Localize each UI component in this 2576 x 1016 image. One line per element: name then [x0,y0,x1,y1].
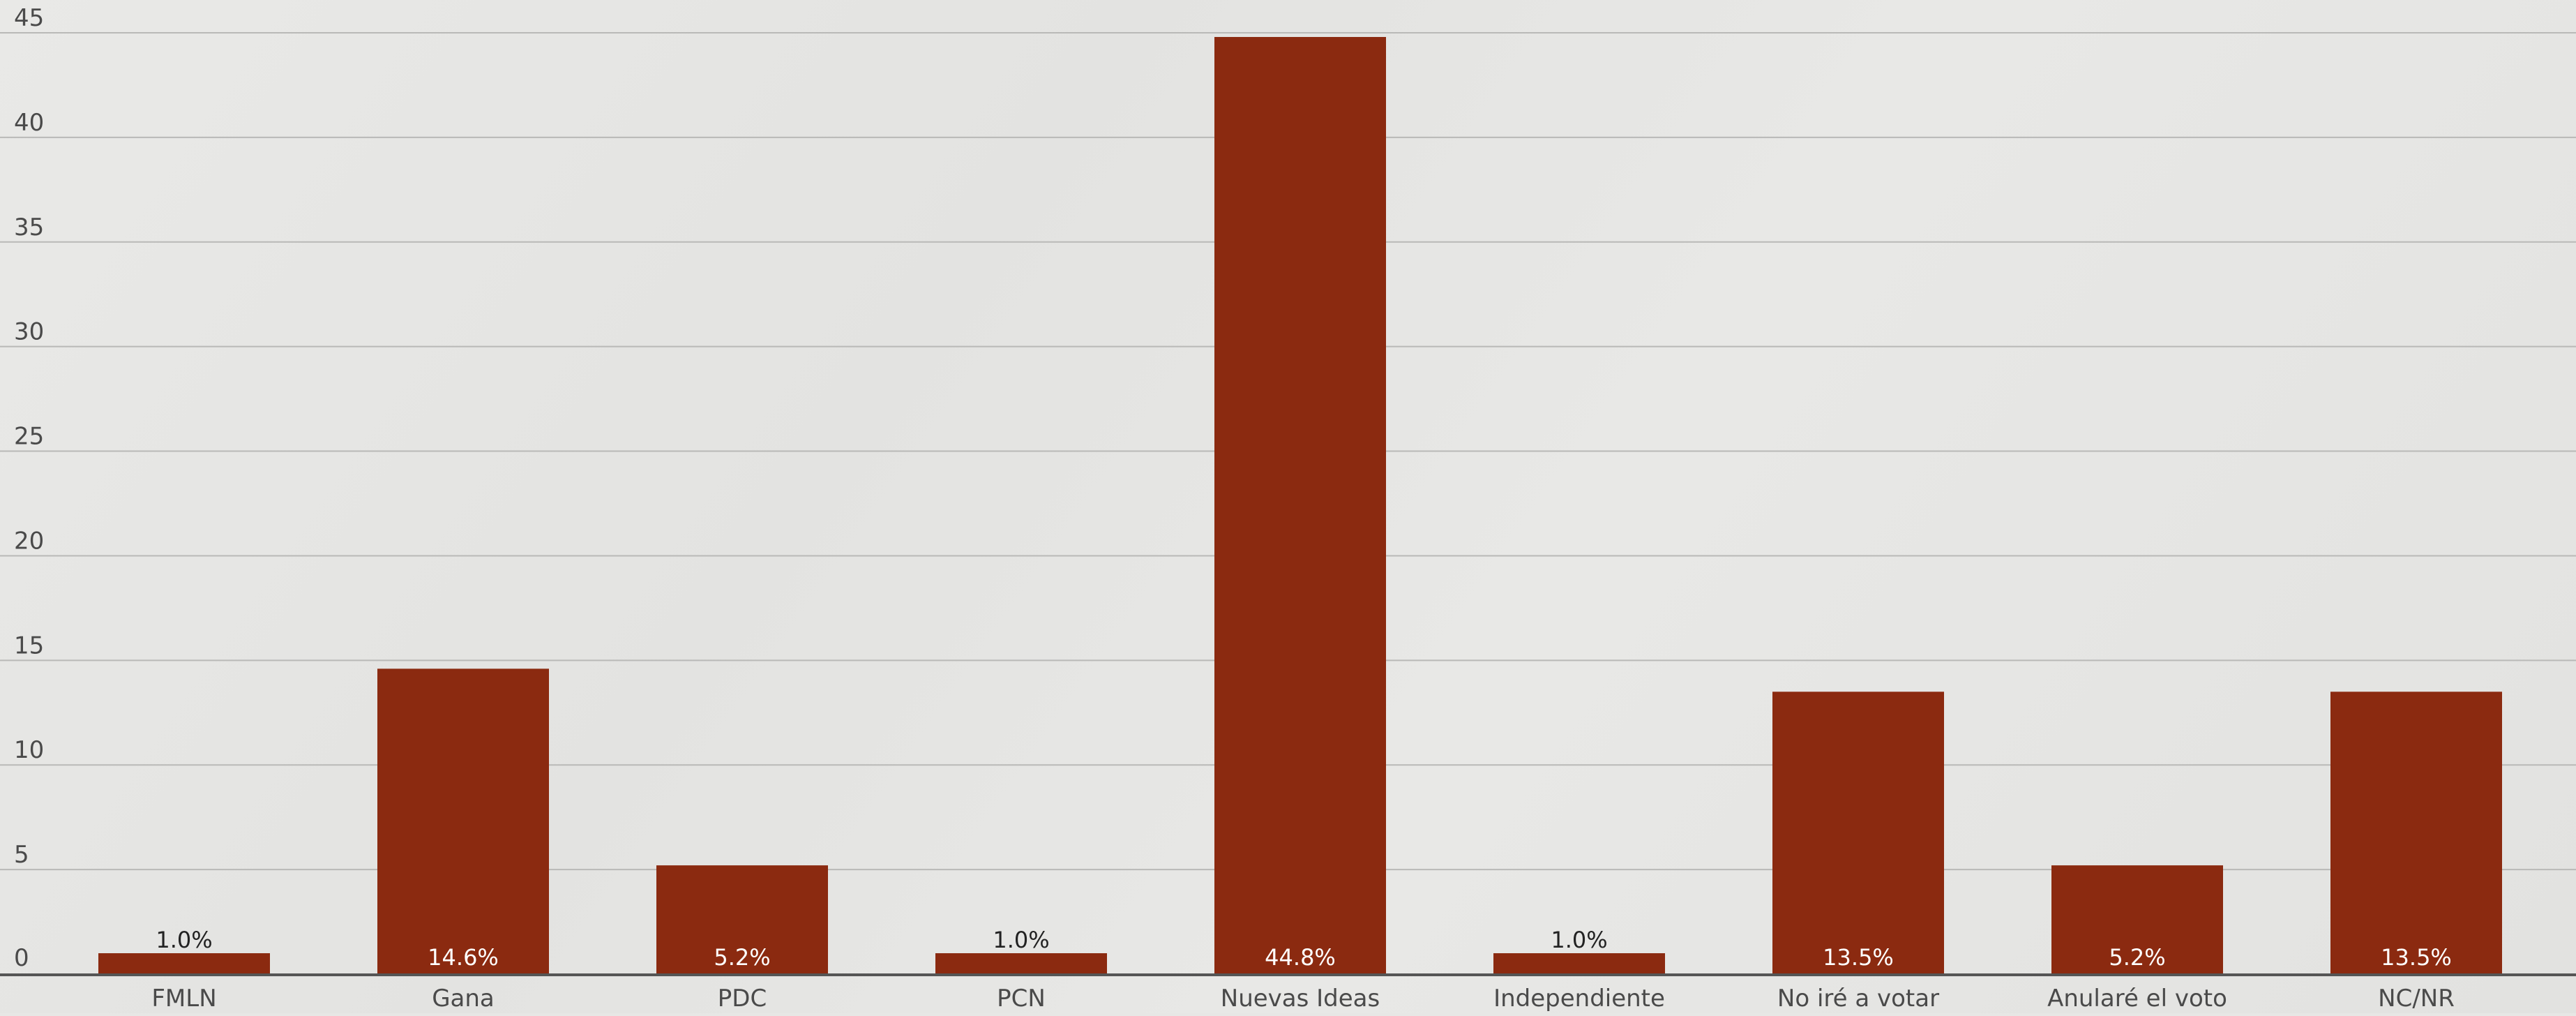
y-tick-label: 35 [14,214,44,241]
x-category-label: Gana [432,985,495,1013]
x-category-label: NC/NR [2378,985,2455,1013]
x-category-label: Anularé el voto [2047,985,2227,1013]
data-label: 13.5% [2381,944,2452,971]
x-axis-categories: FMLN Gana PDC PCN Nuevas Ideas Independiente N… [151,985,2454,1013]
data-label: 5.2% [714,944,770,971]
y-axis-ticks: 0 5 10 15 20 25 30 35 40 45 [14,4,44,972]
y-tick-label: 40 [14,109,44,137]
y-tick-label: 5 [14,841,29,869]
x-category-label: Independiente [1493,985,1665,1013]
x-category-label: PCN [997,985,1046,1013]
bar-gana [377,668,549,974]
y-tick-label: 20 [14,527,44,555]
bar-independiente [1493,953,1665,974]
y-tick-label: 15 [14,632,44,659]
y-tick-label: 25 [14,423,44,451]
data-label: 1.0% [993,927,1049,953]
bar-pdc [656,865,828,974]
x-category-label: PDC [718,985,767,1013]
data-label: 14.6% [428,944,499,971]
x-category-label: Nuevas Ideas [1221,985,1380,1013]
bars [98,36,2502,974]
bar-nc-nr [2330,692,2502,974]
data-label: 1.0% [156,927,212,953]
data-labels: 1.0% 14.6% 5.2% 1.0% 44.8% 1.0% 13.5% 5.2% 13.5% [156,927,2451,971]
data-label: 5.2% [2109,944,2165,971]
y-tick-label: 0 [14,944,29,972]
data-label: 1.0% [1551,927,1607,953]
y-tick-label: 10 [14,736,44,764]
data-label: 44.8% [1265,944,1336,971]
x-category-label: No iré a votar [1777,985,1939,1013]
bar-no-ir-a-votar [1772,692,1944,974]
bar-fmln [98,953,270,974]
bar-nuevas-ideas [1214,36,1386,974]
y-tick-label: 45 [14,4,44,32]
bar-anular-el-voto [2051,865,2223,974]
data-label: 13.5% [1823,944,1894,971]
x-category-label: FMLN [151,985,216,1013]
bar-pcn [935,953,1107,974]
y-tick-label: 30 [14,318,44,346]
